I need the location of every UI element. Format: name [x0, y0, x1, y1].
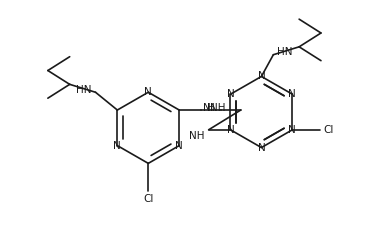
Text: NH: NH	[210, 103, 225, 113]
Text: N: N	[114, 141, 121, 151]
Text: H: H	[207, 103, 215, 113]
Text: Cl: Cl	[323, 125, 333, 135]
Text: N: N	[258, 72, 265, 81]
Text: HN: HN	[277, 47, 293, 57]
Text: NH: NH	[189, 131, 205, 141]
Text: N: N	[203, 103, 211, 113]
Text: Cl: Cl	[143, 194, 154, 204]
Text: N: N	[258, 143, 265, 153]
Text: N: N	[226, 125, 234, 135]
Text: N: N	[226, 89, 234, 99]
Text: N: N	[144, 87, 152, 97]
Text: N: N	[175, 141, 183, 151]
Text: N: N	[289, 125, 296, 135]
Text: N: N	[289, 89, 296, 99]
Text: HN: HN	[76, 85, 91, 95]
